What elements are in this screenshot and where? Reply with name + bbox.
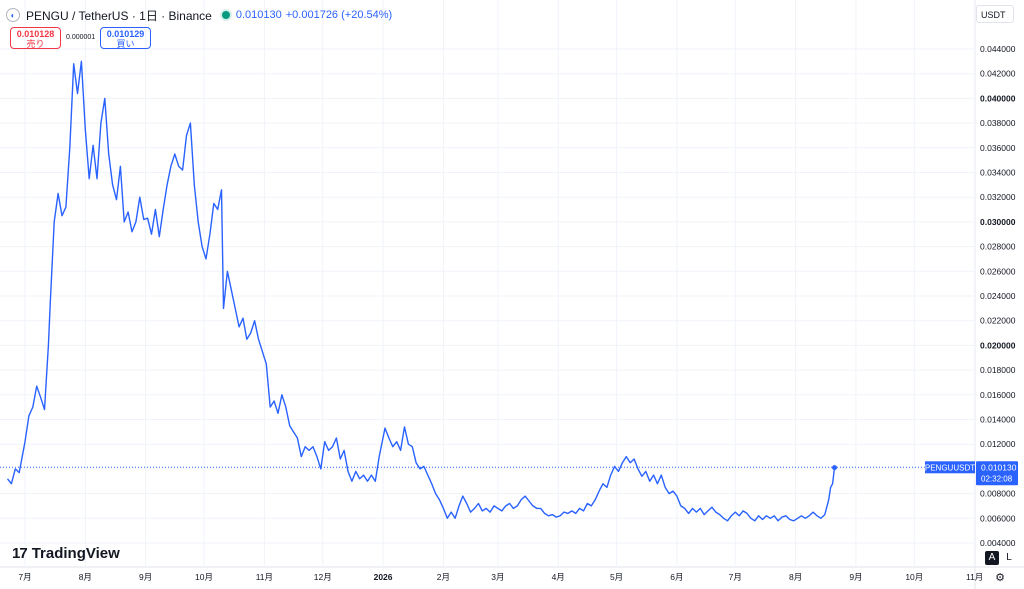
tradingview-mark: 17	[12, 545, 28, 562]
sell-price: 0.010128	[16, 29, 55, 39]
x-tick-label: 9月	[849, 572, 862, 582]
x-tick-label: 8月	[79, 572, 92, 582]
x-tick-label: 9月	[139, 572, 152, 582]
last-price-value: 0.010130	[235, 9, 282, 21]
pengu-logo-icon: ◐	[6, 8, 20, 22]
currency-select[interactable]: USDT	[976, 5, 1014, 23]
tradingview-logo-icon[interactable]: 17 TradingView	[12, 545, 120, 562]
y-tick-label: 0.012000	[980, 439, 1016, 449]
y-tick-label: 0.014000	[980, 415, 1016, 425]
y-tick-label: 0.008000	[980, 489, 1016, 499]
x-tick-label: 12月	[314, 572, 332, 582]
sell-label: 売り	[26, 39, 45, 49]
market-status-dot[interactable]	[221, 11, 230, 19]
x-tick-label: 3月	[491, 572, 504, 582]
x-tick-label: 6月	[670, 572, 683, 582]
sell-button[interactable]: 0.010128 売り	[10, 27, 61, 49]
y-tick-label: 0.016000	[980, 390, 1016, 400]
x-tick-label: 11月	[256, 572, 273, 582]
y-tick-label: 0.022000	[980, 316, 1016, 326]
last-price-dot	[832, 465, 838, 471]
y-tick-label: 0.026000	[980, 266, 1016, 276]
bar-countdown: 02:32:08	[981, 474, 1013, 483]
x-tick-label: 8月	[789, 572, 802, 582]
y-tick-label: 0.018000	[980, 365, 1016, 375]
gear-icon[interactable]: ⚙	[995, 572, 1005, 584]
x-tick-label: 5月	[610, 572, 623, 582]
price-change-value: +0.001726 (+20.54%)	[285, 9, 393, 21]
y-tick-label: 0.028000	[980, 242, 1016, 252]
y-tick-label: 0.038000	[980, 118, 1016, 128]
x-tick-label: 10月	[195, 572, 213, 582]
x-tick-label: 10月	[905, 572, 923, 582]
x-tick-label: 7月	[729, 572, 742, 582]
x-tick-label: 2026	[374, 572, 393, 582]
y-tick-label: 0.032000	[980, 192, 1016, 202]
y-tick-label: 0.030000	[980, 217, 1016, 227]
y-tick-label: 0.004000	[980, 538, 1016, 548]
y-tick-label: 0.020000	[980, 340, 1016, 350]
symbol-title[interactable]: PENGU / TetherUS · 1日 · Binance	[26, 8, 212, 23]
y-tick-label: 0.040000	[980, 93, 1016, 103]
y-tick-label: 0.034000	[980, 168, 1016, 178]
symbol-header: ◐ PENGU / TetherUS · 1日 · Binance 0.0101…	[6, 6, 392, 24]
log-scale-button[interactable]: L	[1006, 552, 1012, 563]
spread-value: 0.000001	[66, 34, 96, 41]
auto-scale-button[interactable]: A	[985, 551, 999, 565]
series-line-penguusdt	[6, 60, 836, 522]
last-price-axis-value: 0.010130	[981, 462, 1017, 472]
buy-label: 買い	[116, 39, 135, 49]
x-tick-label: 7月	[18, 572, 31, 582]
y-tick-label: 0.036000	[980, 143, 1016, 153]
x-tick-label: 11月	[966, 572, 983, 582]
y-tick-label: 0.006000	[980, 513, 1016, 523]
symbol-price-tag	[925, 461, 975, 474]
tradingview-name: TradingView	[31, 545, 120, 562]
symbol-price-tag-label: PENGUUSDT	[925, 463, 975, 472]
buy-price: 0.010129	[106, 29, 145, 39]
x-tick-label: 4月	[552, 572, 565, 582]
last-price-axis-tag	[976, 461, 1018, 486]
y-tick-label: 0.024000	[980, 291, 1016, 301]
y-tick-label: 0.044000	[980, 44, 1016, 54]
x-tick-label: 2月	[437, 572, 450, 582]
buy-button[interactable]: 0.010129 買い	[100, 27, 151, 49]
y-tick-label: 0.042000	[980, 69, 1016, 79]
